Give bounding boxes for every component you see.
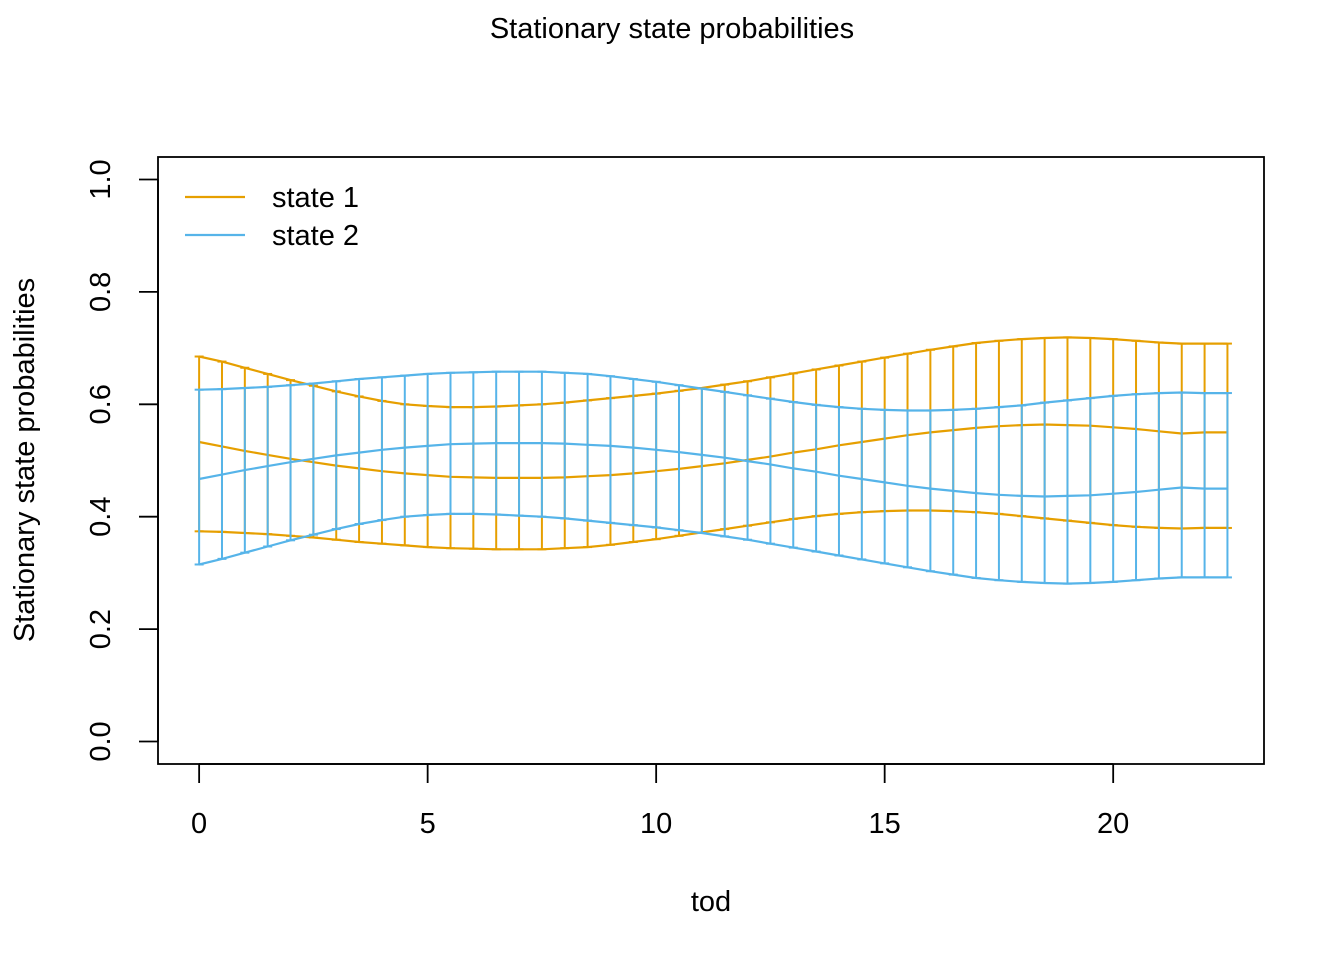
x-tick-label: 15: [869, 808, 901, 840]
legend-label: state 1: [272, 182, 359, 214]
x-tick-label: 20: [1097, 808, 1129, 840]
y-tick-label: 0.8: [85, 272, 117, 312]
y-axis: 0.0 0.2 0.4 0.6 0.8 1.0: [85, 159, 159, 762]
x-tick-label: 5: [420, 808, 436, 840]
estimate-line: [198, 423, 1228, 479]
x-tick-label: 0: [191, 808, 207, 840]
series-1: [194, 336, 1232, 551]
y-tick-label: 0.4: [85, 497, 117, 537]
estimate-line: [198, 442, 1228, 498]
x-axis-title: tod: [691, 886, 731, 918]
series-2: [194, 370, 1232, 585]
chart-title: Stationary state probabilities: [490, 13, 854, 45]
y-tick-label: 0.6: [85, 384, 117, 424]
x-tick-label: 10: [640, 808, 672, 840]
upper-line: [199, 370, 1228, 412]
y-tick-label: 1.0: [85, 159, 117, 199]
lower-line: [199, 509, 1228, 551]
legend-label: state 2: [272, 220, 359, 252]
legend: state 1 state 2: [185, 182, 359, 252]
series-layer: [194, 336, 1232, 585]
x-axis: 0 5 10 15 20: [191, 763, 1129, 840]
y-tick-label: 0.2: [85, 609, 117, 649]
y-tick-label: 0.0: [85, 721, 117, 761]
y-axis-title: Stationary state probabilities: [9, 278, 41, 642]
upper-line: [198, 336, 1228, 409]
lower-line: [198, 512, 1228, 585]
